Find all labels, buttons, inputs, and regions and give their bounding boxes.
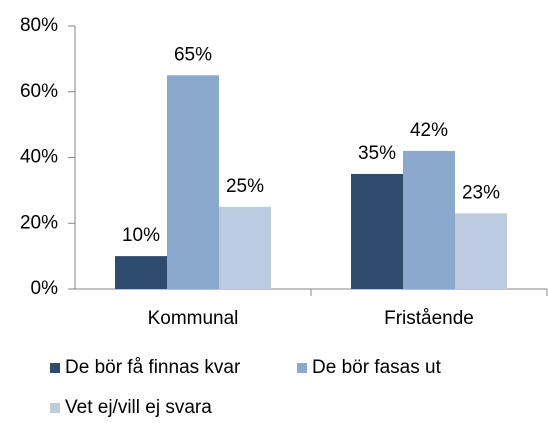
bar: [167, 75, 219, 289]
y-tick-label: 60%: [20, 81, 58, 102]
legend-swatch: [50, 363, 60, 373]
legend-swatch: [297, 363, 307, 373]
y-tick-label: 0%: [31, 278, 59, 299]
y-tick-label: 20%: [20, 212, 58, 233]
bar: [115, 256, 167, 289]
legend-label: Vet ej/vill ej svara: [65, 397, 212, 418]
value-label: 25%: [226, 176, 264, 197]
y-tick-label: 40%: [20, 147, 58, 168]
value-label: 42%: [410, 120, 448, 141]
bar: [351, 173, 403, 289]
value-label: 23%: [462, 182, 500, 203]
bar: [219, 206, 271, 289]
x-tick-label: Kommunal: [148, 308, 239, 329]
value-label: 65%: [174, 44, 212, 65]
value-label: 35%: [358, 143, 396, 164]
x-tick-label: Fristående: [384, 308, 474, 329]
value-label: 10%: [122, 225, 160, 246]
legend-swatch: [50, 403, 60, 413]
legend-label: De bör få finnas kvar: [65, 357, 241, 378]
y-tick-label: 80%: [20, 15, 58, 36]
bar: [403, 150, 455, 289]
bar: [455, 213, 507, 289]
legend-label: De bör fasas ut: [312, 357, 442, 378]
